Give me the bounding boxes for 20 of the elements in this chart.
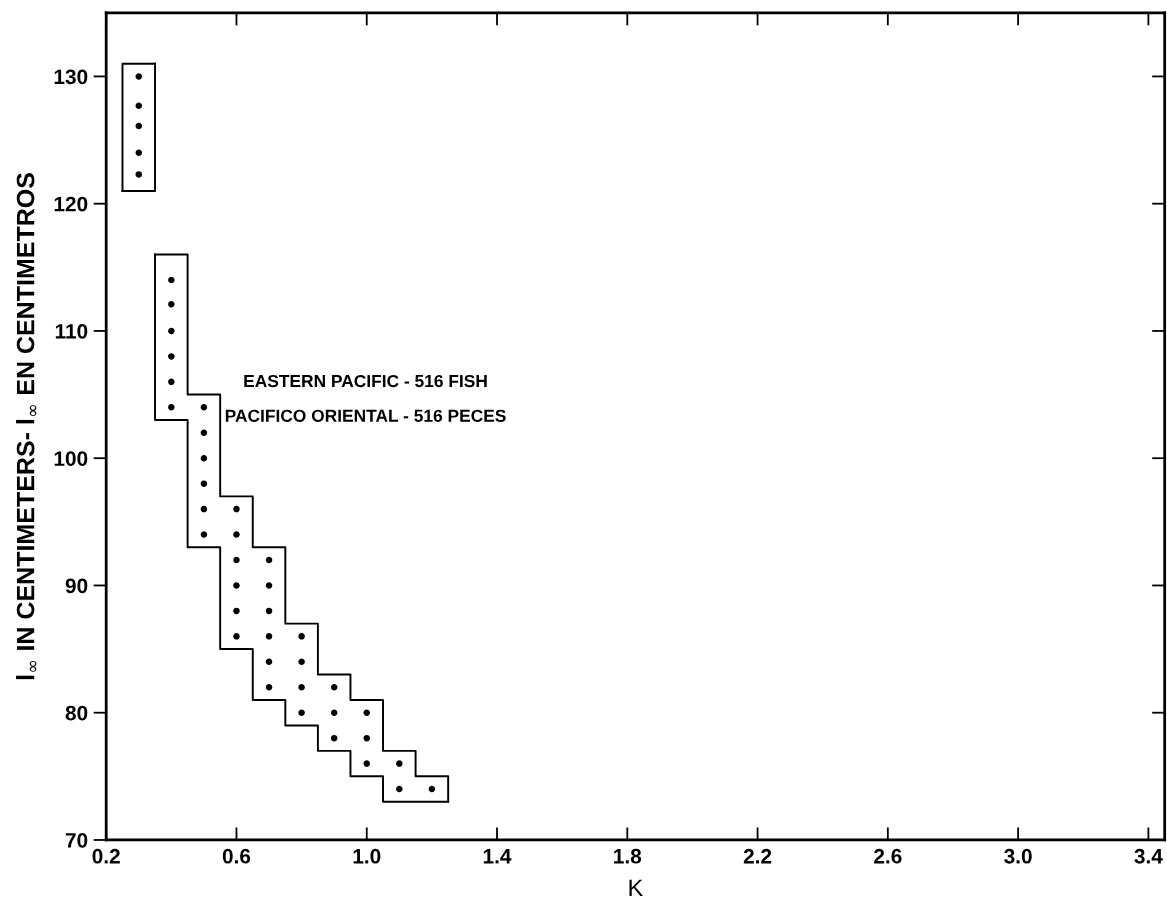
y-axis-title: l$_{∞}$ IN CENTIMETERS- l$_{∞}$ EN CENTIMETROS	[16, 173, 37, 680]
x-tick-label: 0.6	[222, 848, 251, 864]
x-tick-label: 3.4	[1134, 848, 1163, 864]
y-tick-label: 130	[54, 69, 88, 85]
x-tick-label: 2.2	[743, 848, 772, 864]
x-tick-label: 3.0	[1004, 848, 1032, 864]
annotation: EASTERN PACIFIC - 516 FISH	[244, 374, 487, 388]
y-tick-label: 100	[54, 451, 88, 466]
y-tick-label: 120	[54, 196, 88, 212]
y-tick-label: 110	[55, 323, 88, 339]
x-tick-label: 1.8	[614, 848, 642, 864]
y-tick-label: 70	[65, 832, 88, 848]
x-tick-label: 0.2	[92, 848, 120, 864]
x-tick-label: 1.0	[353, 848, 381, 864]
x-tick-label: 2.6	[874, 848, 902, 864]
y-tick-label: 80	[65, 705, 88, 721]
y-tick-label: 90	[65, 578, 88, 594]
annotation: PACIFICO ORIENTAL - 516 PECES	[225, 409, 506, 422]
x-tick-label: 1.4	[483, 849, 512, 864]
x-axis-title: K	[629, 879, 644, 896]
